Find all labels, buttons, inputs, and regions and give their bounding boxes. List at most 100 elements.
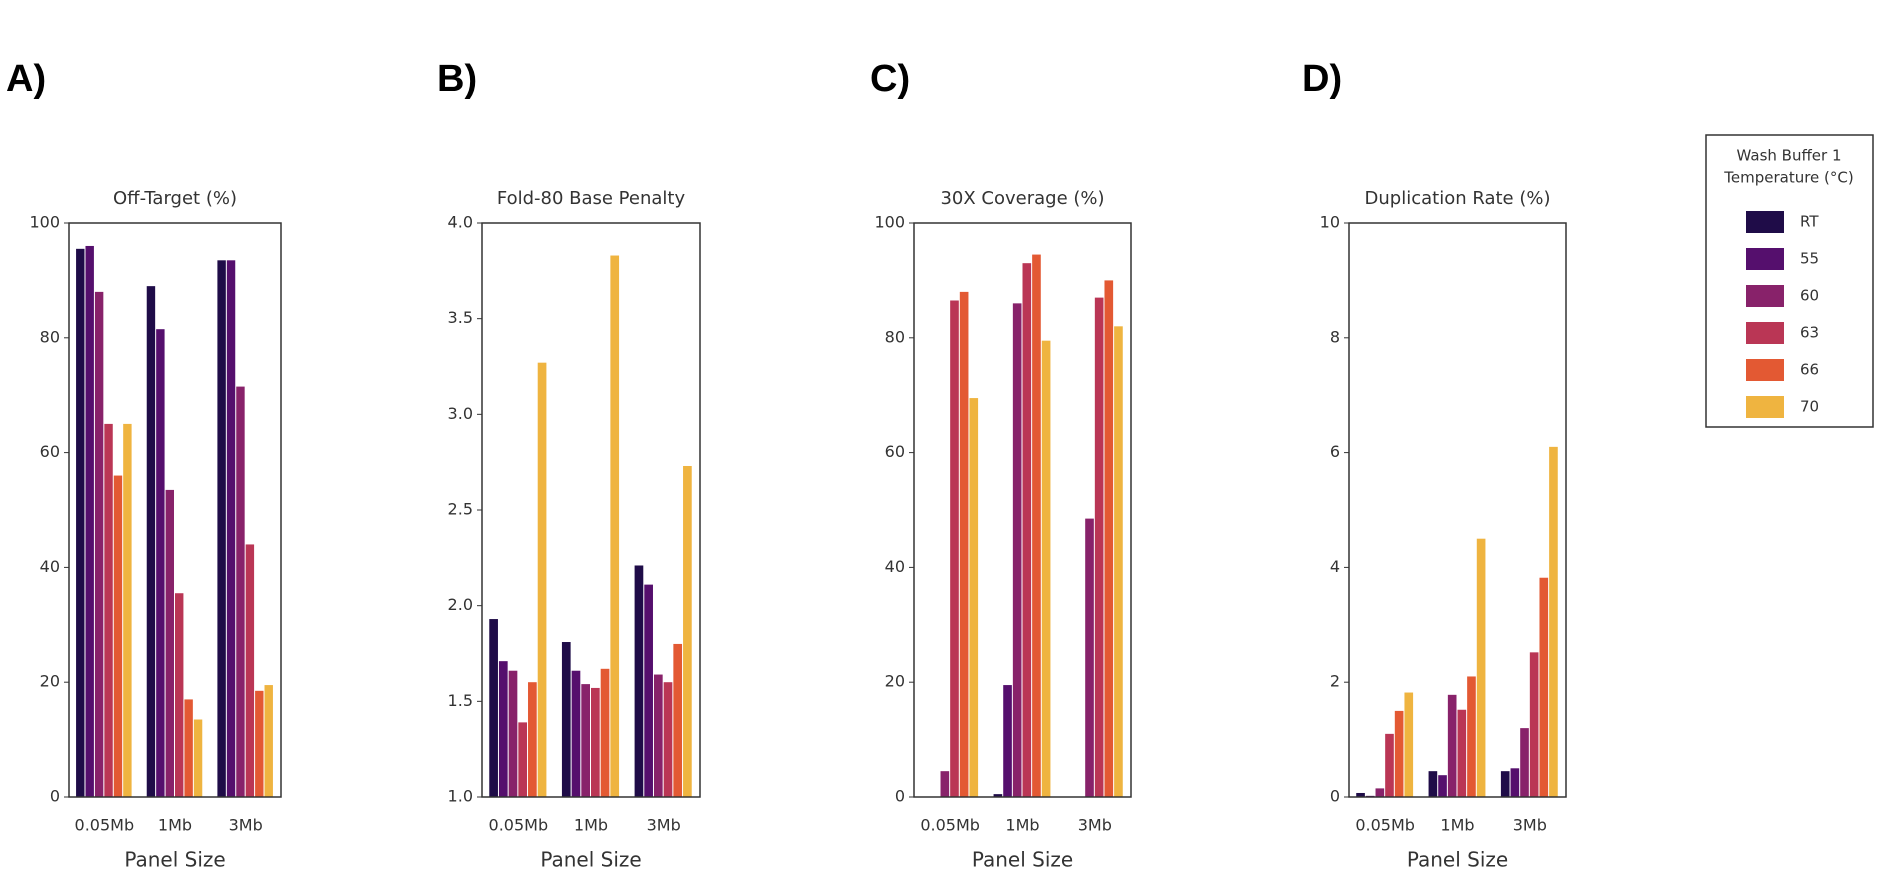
bar [1114,326,1123,797]
bar [993,794,1003,797]
y-tick-label: 1.5 [448,691,473,710]
y-tick-label: 80 [885,327,905,346]
legend-swatch [1746,285,1784,307]
legend-label: 60 [1800,287,1819,305]
bar [600,668,610,797]
x-axis-label: Panel Size [972,848,1073,872]
x-tick-label: 0.05Mb [75,816,135,835]
bar [663,682,673,797]
chart-title: 30X Coverage (%) [940,188,1104,209]
bar [1085,518,1094,797]
x-axis-label: Panel Size [540,848,641,872]
bar [1428,771,1438,797]
y-tick-label: 2.0 [448,595,473,614]
legend-label: 55 [1800,250,1819,268]
bar [561,642,571,797]
legend-label: 66 [1800,361,1819,379]
x-tick-label: 3Mb [647,816,681,835]
x-tick-label: 0.05Mb [1355,816,1415,835]
bar [571,670,581,797]
legend-swatch [1746,359,1784,381]
x-tick-label: 0.05Mb [489,816,549,835]
bar [1447,694,1457,797]
bar [528,682,537,797]
chart-title: Off-Target (%) [113,188,237,209]
y-tick-label: 6 [1330,442,1340,461]
panel-label: D) [1302,58,1342,100]
legend-title: Wash Buffer 1 [1737,147,1842,165]
bar [1032,254,1041,797]
x-axis-label: Panel Size [1407,848,1508,872]
legend-label: RT [1800,213,1819,231]
legend-swatch [1746,396,1784,418]
bar [969,398,979,797]
bar [1467,676,1476,797]
y-tick-label: 1.0 [448,787,473,806]
axes-frame [913,222,1132,798]
bar [245,544,255,797]
bar [175,593,184,797]
x-tick-label: 0.05Mb [920,816,980,835]
bar [1356,792,1365,797]
chart-title: Duplication Rate (%) [1365,188,1551,209]
y-tick-label: 8 [1330,327,1340,346]
bar [537,362,547,797]
bar [264,685,273,797]
panel-label: A) [6,58,46,100]
x-tick-label: 3Mb [1513,816,1547,835]
y-tick-label: 2 [1330,672,1340,691]
bar [113,475,123,797]
bar [1520,728,1529,797]
bar [1549,446,1558,797]
y-tick-label: 100 [874,213,905,232]
legend-label: 63 [1800,324,1819,342]
bar [591,687,600,797]
bar [1404,692,1414,797]
bar [634,565,644,797]
bar [1457,709,1467,797]
bar [255,690,264,797]
bar [1094,297,1104,797]
bar [644,584,653,797]
y-tick-label: 3.0 [448,404,473,423]
bar [1539,577,1549,797]
axes-frame [68,222,282,798]
bar [959,291,969,797]
legend-title: Temperature (°C) [1723,169,1853,187]
x-tick-label: 3Mb [229,816,263,835]
bar [76,248,85,797]
bar [498,661,508,797]
axes-frame [481,222,701,798]
bar [489,619,498,797]
bar [1104,280,1114,797]
x-tick-label: 1Mb [158,816,192,835]
bar [85,245,94,797]
bar [226,260,236,797]
bar [683,465,692,797]
bar [1476,538,1486,797]
y-tick-label: 4.0 [448,213,473,232]
bar [1385,733,1394,797]
y-tick-label: 4 [1330,557,1340,576]
bar [104,423,113,797]
y-tick-label: 0 [50,787,60,806]
bar [184,699,193,797]
y-tick-label: 2.5 [448,500,473,519]
bar [94,291,104,797]
y-tick-label: 40 [40,557,60,576]
bar [1394,710,1404,797]
legend-swatch [1746,322,1784,344]
legend-swatch [1746,248,1784,270]
x-tick-label: 3Mb [1078,816,1112,835]
panel-label: C) [870,58,910,100]
bar [1500,771,1510,797]
bar [940,771,950,797]
y-tick-label: 100 [29,213,60,232]
bar [193,719,203,797]
y-tick-label: 80 [40,327,60,346]
x-tick-label: 1Mb [1005,816,1039,835]
bar [581,684,590,797]
bar [1022,263,1032,797]
bar [217,260,226,797]
